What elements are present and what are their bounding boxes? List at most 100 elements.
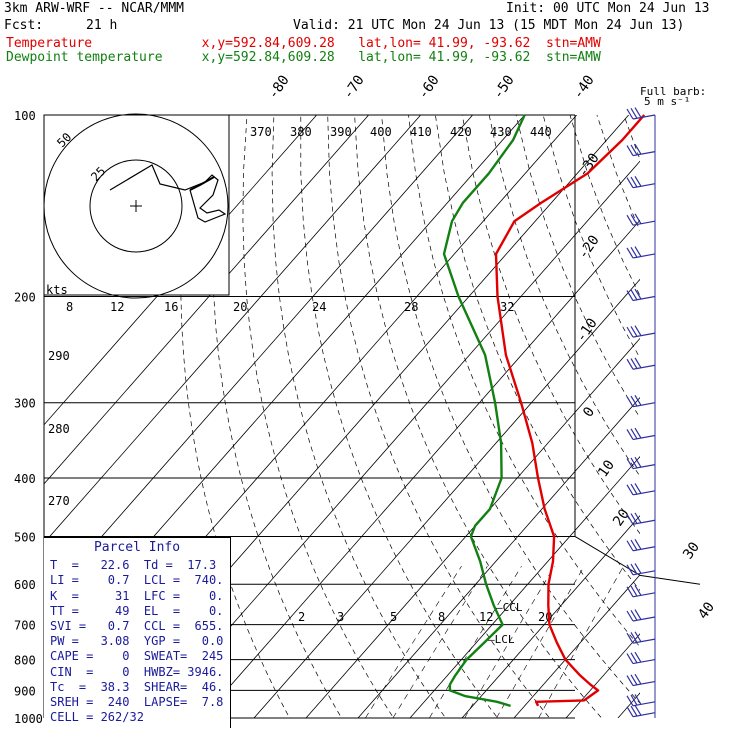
wind-barb-flag	[630, 705, 638, 717]
mixing-ratio-label: 8	[438, 610, 445, 624]
parcel-info-row: CAPE = 0 SWEAT= 245	[50, 649, 224, 664]
mixing-ratio-line	[538, 566, 624, 718]
isotherm-line	[617, 692, 640, 718]
wind-barb-flag	[634, 483, 642, 494]
isotherm-line	[305, 337, 640, 718]
isotherm-label: 10	[595, 457, 618, 480]
wind-barb-flag	[630, 457, 638, 469]
parcel-info-row: CELL = 262/32	[50, 710, 144, 725]
wind-barb-flag	[634, 246, 642, 257]
wind-barb-flag	[634, 651, 642, 663]
wind-barb-flag	[626, 540, 634, 552]
parcel-info-row: CIN = 0 HWBZ= 3946.	[50, 664, 224, 679]
isobar-label: 600	[14, 578, 36, 592]
wind-barb-flag	[626, 145, 634, 156]
temperature-profile	[494, 114, 646, 707]
isotherm-label: 20	[610, 506, 633, 529]
wind-barb-flag	[634, 394, 642, 406]
isotherm-label: -80	[265, 72, 293, 102]
wind-barb-flag	[630, 563, 638, 575]
wind-barb-flag	[634, 427, 642, 439]
parcel-info-panel	[44, 537, 231, 728]
wind-barb-flag	[630, 539, 638, 551]
wind-barb-flag	[634, 143, 642, 155]
dry-adiabat	[488, 115, 640, 477]
hodograph-units: kts	[46, 283, 68, 297]
isobar-label: 200	[14, 291, 36, 305]
forecast-hour: 21 h	[86, 18, 118, 33]
wind-barb-flag	[626, 396, 634, 408]
wind-barb-flag	[634, 325, 642, 337]
wind-barb-flag	[634, 175, 642, 187]
wind-barb-flag	[626, 458, 634, 469]
isotherm-label: -60	[415, 72, 443, 102]
parcel-info-title: Parcel Info	[93, 540, 181, 555]
ccl-marker: —CCL	[496, 601, 523, 614]
wind-barb-flag	[626, 214, 634, 226]
parcel-info: Parcel Info T = 22.6 Td = 17.3 LI = 0.7 L…	[44, 540, 230, 725]
wind-barb-flag	[626, 247, 634, 259]
wind-barb-flag	[630, 428, 638, 440]
mixing-ratio-label: 16	[164, 300, 178, 314]
dry-adiabat	[623, 115, 640, 161]
wind-barb-flag	[630, 289, 638, 301]
hodograph-trace	[109, 164, 227, 223]
theta-e-label: 400	[370, 125, 392, 139]
isotherm-label: -70	[340, 72, 368, 102]
wind-barb-flag	[630, 632, 638, 643]
isotherm-line	[149, 160, 640, 718]
parcel-info-row: K = 31 LFC = 0.	[50, 588, 224, 603]
isobar-label: 800	[14, 654, 36, 668]
wind-barb-flag	[634, 456, 642, 468]
wind-barb-flag	[630, 358, 638, 369]
isotherm-line	[44, 115, 421, 544]
dry-adiabat-label: 270	[48, 494, 70, 508]
isobar-label: 900	[14, 684, 36, 698]
isotherm-label: -40	[570, 72, 598, 102]
mixing-ratio-label: 28	[404, 300, 418, 314]
forecast-label: Fcst:	[4, 18, 44, 33]
dry-adiabat	[354, 115, 603, 718]
mixing-ratio-label: 12	[110, 300, 124, 314]
wind-barb-flag	[630, 483, 638, 495]
wind-barb-flag	[630, 214, 638, 225]
mixing-ratio-line	[392, 566, 488, 718]
wind-barb-flag	[630, 694, 638, 706]
mixing-ratio-label: 20	[233, 300, 247, 314]
wind-barb-flag	[626, 326, 634, 338]
isotherm-label: 40	[695, 599, 718, 622]
theta-e-label: 410	[410, 125, 432, 139]
wind-barb-flag	[626, 653, 634, 664]
wind-barb-flag	[626, 586, 634, 598]
dry-adiabat	[596, 115, 640, 231]
dry-adiabat	[515, 115, 640, 419]
isobar-label: 500	[14, 530, 36, 544]
wind-barb-flag	[626, 429, 634, 440]
dry-adiabat	[327, 115, 551, 718]
isotherm-line	[201, 219, 640, 718]
valid-time: Valid: 21 UTC Mon 24 Jun 13 (15 MDT Mon …	[293, 18, 685, 33]
wind-barb-flag	[630, 246, 638, 258]
isotherm-label: -20	[575, 232, 603, 262]
mixing-ratio-label: 8	[66, 300, 73, 314]
wind-barb-flag	[626, 358, 634, 370]
wind-barb-flag	[626, 632, 634, 644]
theta-e-label: 390	[330, 125, 352, 139]
dry-adiabat-label: 280	[48, 422, 70, 436]
wind-barb-flag	[626, 695, 634, 707]
isotherm-label: 0	[580, 404, 598, 420]
wind-barb-flag	[634, 539, 642, 550]
wind-barb-flag	[634, 609, 642, 620]
wind-barb-flag	[630, 326, 638, 337]
mixing-ratio-label: 3	[337, 610, 344, 624]
wind-barb-flag	[630, 609, 638, 621]
isotherm-line	[461, 515, 640, 718]
wind-barb-flag	[634, 705, 642, 716]
wind-barb-flag	[630, 585, 638, 597]
wind-barb-flag	[626, 177, 634, 189]
isobar-label: 700	[14, 619, 36, 633]
dry-adiabat	[381, 115, 640, 704]
theta-e-label: 420	[450, 125, 472, 139]
isotherm-line	[253, 278, 640, 718]
temperature-legend: Temperature x,y=592.84,609.28 lat,lon= 4…	[6, 36, 601, 51]
